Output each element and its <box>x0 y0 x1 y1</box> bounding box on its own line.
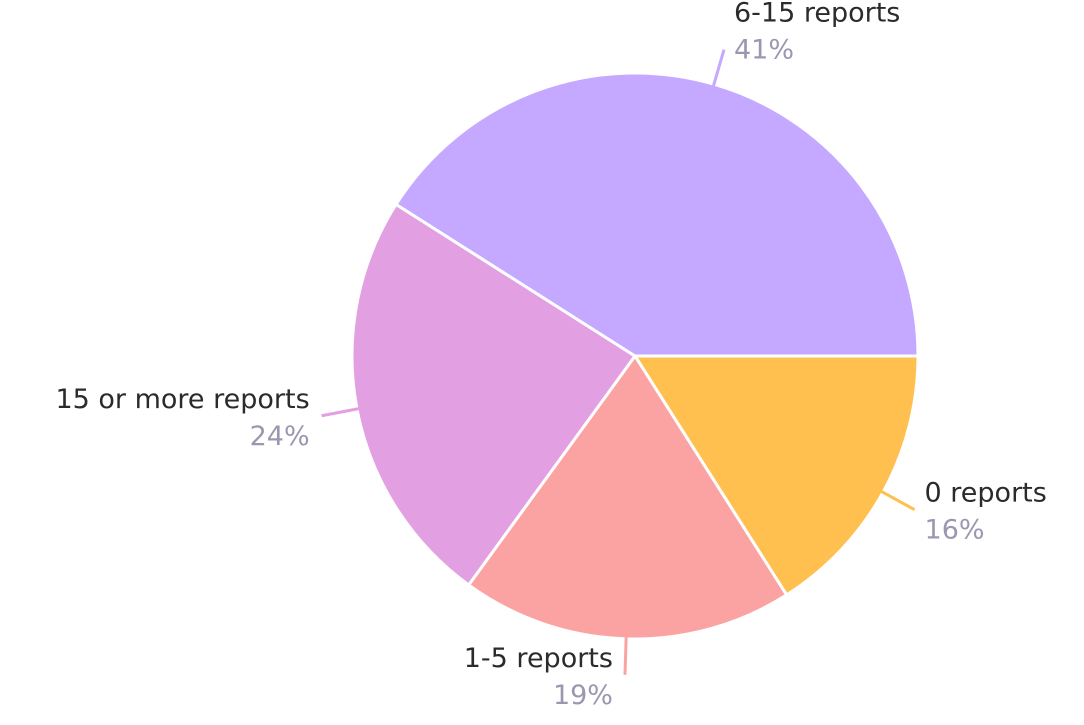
slice-label: 6-15 reports <box>734 0 900 29</box>
slice-percent: 16% <box>925 515 985 546</box>
leader-line <box>711 49 726 89</box>
leader-line <box>878 489 916 511</box>
slice-percent: 24% <box>250 421 310 452</box>
slice-label: 15 or more reports <box>55 384 309 415</box>
leader-line <box>623 634 628 675</box>
slice-label: 1-5 reports <box>464 643 613 674</box>
slice-percent: 41% <box>734 35 794 66</box>
slice-label: 0 reports <box>925 478 1047 509</box>
slice-percent: 19% <box>553 680 613 711</box>
leader-line <box>321 406 362 418</box>
